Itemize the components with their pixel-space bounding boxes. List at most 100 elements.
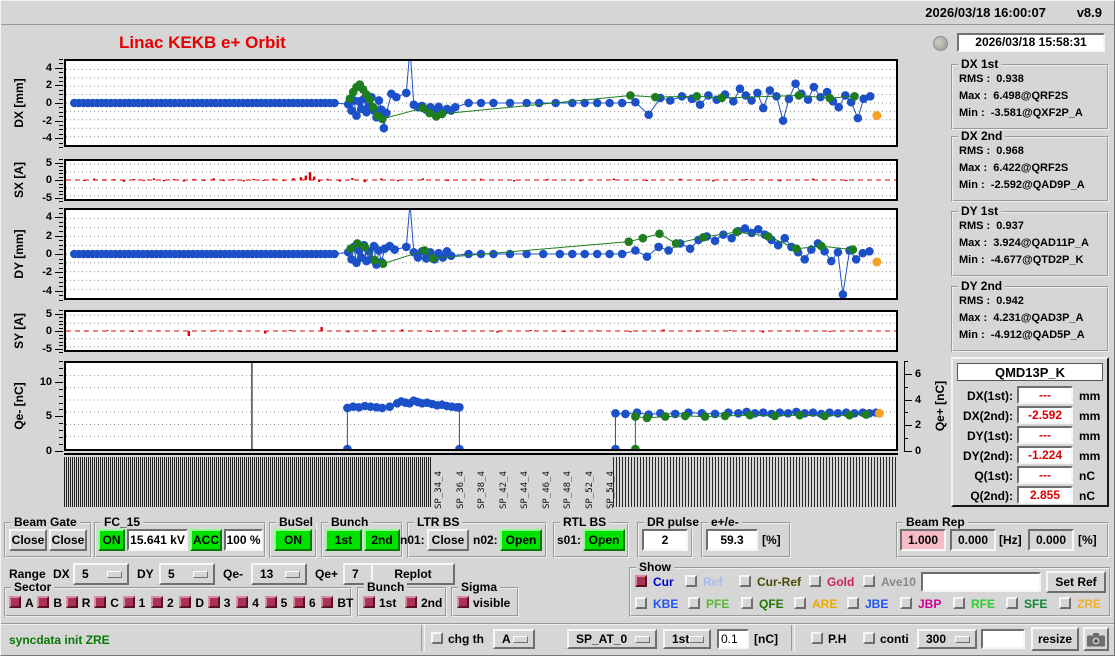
sector-4-checkbox[interactable] bbox=[236, 596, 249, 608]
monitor-name: QMD13P_K bbox=[957, 363, 1103, 381]
axis-label-sx: SX [A] bbox=[12, 162, 26, 198]
x-axis-label: SP_34_4 bbox=[434, 471, 444, 509]
busel-on-button[interactable]: ON bbox=[274, 529, 312, 551]
threshold-input[interactable] bbox=[717, 629, 749, 649]
sigma-visible-label: visible bbox=[473, 596, 511, 610]
sector-b-checkbox[interactable] bbox=[37, 596, 50, 608]
option-menu-indicator bbox=[955, 635, 970, 643]
sigma-visible-checkbox[interactable] bbox=[457, 596, 469, 608]
axis-label-sy: SY [A] bbox=[12, 313, 26, 349]
show-sfe-checkbox[interactable] bbox=[1006, 597, 1018, 609]
ltr-n02-label: n02: bbox=[473, 533, 498, 547]
misc-input[interactable] bbox=[981, 629, 1025, 649]
bunch-1st-checkbox[interactable] bbox=[363, 596, 375, 608]
axis-label-dx: DX [mm] bbox=[12, 78, 26, 128]
sp-at-select[interactable]: SP_AT_0 bbox=[567, 629, 657, 649]
group-legend: Show bbox=[636, 561, 674, 574]
interval-select[interactable]: 300 bbox=[917, 629, 977, 649]
monitor-row-value: -1.224 bbox=[1017, 446, 1073, 464]
status-led bbox=[933, 36, 948, 51]
range-dx-select[interactable]: 5 bbox=[73, 563, 129, 585]
show-pfe-checkbox[interactable] bbox=[688, 597, 700, 609]
ltr-n02-open-button[interactable]: Open bbox=[500, 529, 542, 551]
screenshot-button[interactable] bbox=[1083, 627, 1109, 651]
option-menu-indicator bbox=[107, 570, 122, 578]
sector-2-checkbox[interactable] bbox=[151, 596, 163, 608]
bunch-2nd-checkbox[interactable] bbox=[405, 596, 417, 608]
sector-6-checkbox[interactable] bbox=[293, 596, 305, 608]
show-jbp-checkbox[interactable] bbox=[900, 597, 912, 609]
sector-label: R bbox=[81, 596, 91, 610]
sector-a-checkbox[interactable] bbox=[9, 596, 21, 608]
chart-dy bbox=[64, 208, 898, 300]
min-value: -3.581@QXF2P_A bbox=[990, 107, 1083, 119]
sector-1-checkbox[interactable] bbox=[122, 596, 135, 608]
beam-rep-percent-unit: [%] bbox=[1078, 533, 1097, 547]
sector-label: BT bbox=[337, 596, 354, 610]
sector-5-checkbox[interactable] bbox=[264, 596, 277, 608]
show-cur-checkbox[interactable] bbox=[635, 575, 647, 587]
sector-bt-checkbox[interactable] bbox=[321, 596, 334, 608]
set-ref-button[interactable]: Set Ref bbox=[1046, 571, 1106, 593]
monitor-panel: QMD13P_K DX(1st): --- mm DX(2nd): -2.592… bbox=[951, 357, 1109, 507]
beam-rep-value2: 0.000 bbox=[950, 529, 996, 551]
ltr-bs-group: LTR BS bbox=[407, 516, 547, 558]
sector-label: 5 bbox=[280, 596, 288, 610]
rms-value: 0.937 bbox=[996, 220, 1024, 232]
resize-button[interactable]: resize bbox=[1031, 627, 1079, 651]
max-label: Max : bbox=[959, 312, 988, 324]
show-ref-checkbox[interactable] bbox=[685, 575, 697, 587]
group-legend: Beam Gate bbox=[11, 516, 80, 529]
beam-gate-group: Beam Gate bbox=[4, 516, 92, 558]
range-qem-select[interactable]: 13 bbox=[251, 563, 307, 585]
clock-datetime: 2026/03/18 16:00:07 bbox=[925, 5, 1046, 20]
x-axis-label: SP_42_4 bbox=[498, 471, 509, 509]
ph-checkbox[interactable] bbox=[811, 632, 823, 644]
monitor-row-label: Q(2nd): bbox=[970, 489, 1013, 503]
ltr-n01-close-button[interactable]: Close bbox=[427, 529, 469, 551]
show-sfe-label: SFE bbox=[1024, 597, 1048, 611]
conti-checkbox[interactable] bbox=[863, 632, 875, 644]
min-value: -4.677@QTD2P_K bbox=[990, 254, 1084, 266]
mode-a-select[interactable]: A bbox=[493, 629, 535, 649]
bunch-select-group: Bunch bbox=[357, 581, 447, 617]
show-cur-label: Cur bbox=[653, 575, 674, 589]
chart-sx bbox=[64, 159, 898, 201]
max-value: 6.422@QRF2S bbox=[993, 162, 1069, 174]
show-zre-checkbox[interactable] bbox=[1059, 597, 1071, 609]
fc15-percent-field: 100 % bbox=[224, 529, 263, 551]
show-cur-ref-checkbox[interactable] bbox=[739, 575, 751, 587]
sector-c-checkbox[interactable] bbox=[94, 596, 107, 608]
ref-name-input[interactable] bbox=[921, 572, 1041, 592]
monitor-row-unit: nC bbox=[1079, 469, 1095, 483]
show-jbe-label: JBE bbox=[865, 597, 889, 611]
show-jbe-checkbox[interactable] bbox=[847, 597, 859, 609]
sector-r-checkbox[interactable] bbox=[65, 596, 78, 608]
rms-value: 0.968 bbox=[996, 145, 1024, 157]
replot-button[interactable]: Replot bbox=[371, 563, 455, 585]
bunch-order-value: 1st bbox=[672, 632, 690, 646]
group-legend: Sector bbox=[11, 581, 55, 594]
min-label: Min : bbox=[959, 179, 985, 191]
bunch-1st-button[interactable]: 1st bbox=[325, 529, 362, 551]
beam-gate-close2-button[interactable]: Close bbox=[49, 529, 87, 551]
group-legend: RTL BS bbox=[560, 516, 610, 529]
show-qfe-checkbox[interactable] bbox=[741, 597, 753, 609]
bunch-2nd-button[interactable]: 2nd bbox=[364, 529, 400, 551]
chg-th-checkbox[interactable] bbox=[431, 632, 443, 644]
show-rfe-checkbox[interactable] bbox=[953, 597, 965, 609]
show-kbe-checkbox[interactable] bbox=[635, 597, 647, 609]
range-dy-select[interactable]: 5 bbox=[159, 563, 215, 585]
show-are-checkbox[interactable] bbox=[794, 597, 806, 609]
beam-gate-close1-button[interactable]: Close bbox=[9, 529, 47, 551]
stats-dx-1st: DX 1st RMS : 0.938 Max : 6.498@QRF2S Min… bbox=[951, 58, 1109, 130]
show-gold-checkbox[interactable] bbox=[809, 575, 821, 587]
rtl-s01-open-button[interactable]: Open bbox=[583, 529, 625, 551]
monitor-row-unit: mm bbox=[1079, 389, 1101, 403]
sector-d-checkbox[interactable] bbox=[179, 596, 192, 608]
fc15-acc-button[interactable]: ACC bbox=[190, 529, 222, 551]
show-ave10-checkbox[interactable] bbox=[863, 575, 875, 587]
fc15-on-button[interactable]: ON bbox=[98, 529, 125, 551]
sector-3-checkbox[interactable] bbox=[207, 596, 220, 608]
bunch-order-select[interactable]: 1st bbox=[663, 629, 711, 649]
